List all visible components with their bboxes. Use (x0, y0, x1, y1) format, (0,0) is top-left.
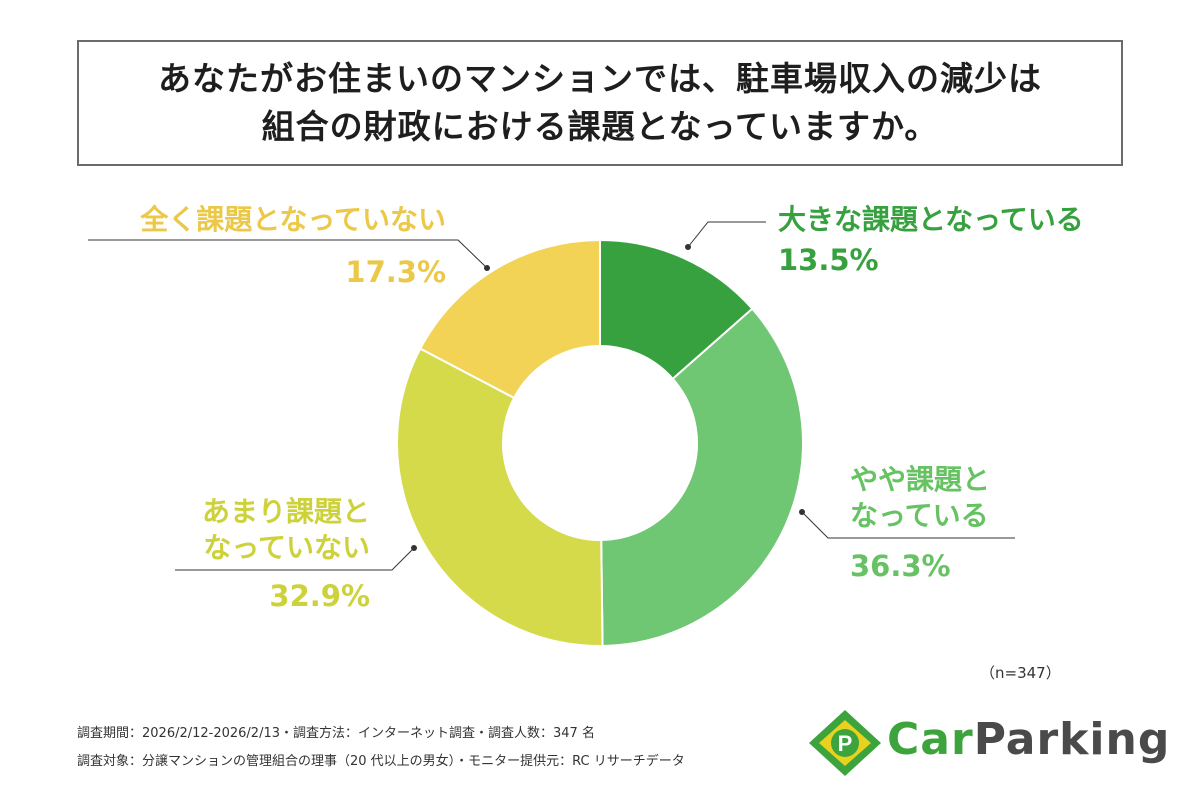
title-line-2: 組合の財政における課題となっていますか。 (261, 107, 939, 146)
leader-line-not-much-issue (175, 547, 415, 571)
slice-label-not-at-all-issue: 全く課題となっていない 17.3% (96, 202, 446, 292)
slice-percent: 32.9% (269, 579, 370, 613)
leader-lines (88, 221, 1015, 571)
leader-line-not-at-all-issue-dot (484, 265, 490, 271)
logo-mark: P (838, 731, 853, 756)
slice-name: 全く課題となっていない (140, 203, 446, 236)
slice-percent: 13.5% (778, 243, 879, 277)
slice-name-line-1: やや課題と (850, 463, 991, 496)
title-box: あなたがお住まいのマンションでは、駐車場収入の減少は 組合の財政における課題とな… (77, 40, 1123, 166)
slice-somewhat-issue (600, 307, 804, 647)
parking-sign-icon: P (809, 710, 881, 776)
sample-size: （n=347） (980, 664, 1061, 682)
leader-line-large-issue (687, 221, 766, 248)
leader-line-somewhat-issue (801, 511, 1015, 539)
title-line-1: あなたがお住まいのマンションでは、駐車場収入の減少は (158, 59, 1042, 98)
logo-circle (831, 729, 859, 757)
carparking-logo: P CarParking (805, 708, 1169, 778)
survey-info-line-1: 調査期間：2026/2/12-2026/2/13・調査方法：インターネット調査・… (77, 726, 595, 741)
slice-name-line-2: なっている (850, 499, 989, 532)
leader-line-large-issue-dot (685, 244, 691, 250)
slice-label-large-issue: 大きな課題となっている 13.5% (778, 202, 1084, 280)
logo-text-parking: Parking (973, 714, 1171, 765)
slice-not-much-issue (396, 347, 604, 647)
slice-percent: 36.3% (850, 549, 951, 583)
slice-percent: 17.3% (345, 255, 446, 289)
slice-name-line-1: あまり課題と (201, 495, 370, 528)
leader-line-not-much-issue-dot (411, 545, 417, 551)
slice-name-line-2: なっていない (203, 531, 370, 564)
slice-label-not-much-issue: あまり課題と なっていない 32.9% (190, 494, 370, 616)
slice-label-somewhat-issue: やや課題と なっている 36.3% (850, 462, 990, 586)
leader-line-somewhat-issue-dot (799, 509, 805, 515)
leader-line-not-at-all-issue (88, 239, 488, 269)
slice-name: 大きな課題となっている (778, 203, 1084, 236)
logo-wordmark: CarParking (887, 714, 1170, 765)
survey-info-line-2: 調査対象：分譲マンションの管理組合の理事（20 代以上の男女）・モニター提供元：… (77, 754, 685, 769)
logo-text-car: Car (887, 714, 974, 765)
slice-not-at-all-issue (418, 238, 601, 400)
donut-slices (396, 238, 804, 647)
